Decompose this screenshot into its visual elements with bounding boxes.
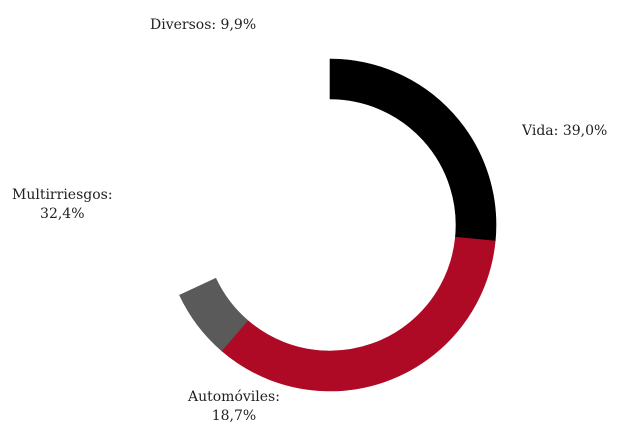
slice-label-multirriesgos: Multirriesgos: 32,4% [12, 186, 113, 224]
slice-label-diversos: Diversos: 9,9% [150, 16, 256, 35]
slice-diversos [179, 277, 249, 352]
slice-label-vida: Vida: 39,0% [522, 122, 607, 141]
slice-automoviles [408, 236, 496, 356]
slice-label-multirriesgos-line-2: 32,4% [40, 206, 85, 222]
slice-label-diversos-line-1: Diversos: 9,9% [150, 17, 257, 33]
slice-label-multirriesgos-line-1: Multirriesgos: [12, 187, 113, 203]
slice-label-automoviles-line-2: 18,7% [211, 408, 257, 424]
slice-multirriesgos [221, 320, 435, 392]
slice-label-automoviles: Automóviles: 18,7% [188, 388, 280, 426]
slice-vida [329, 58, 497, 242]
slice-label-vida-line-1: Vida: 39,0% [522, 123, 608, 139]
slice-label-automoviles-line-1: Automóviles: [188, 389, 280, 405]
